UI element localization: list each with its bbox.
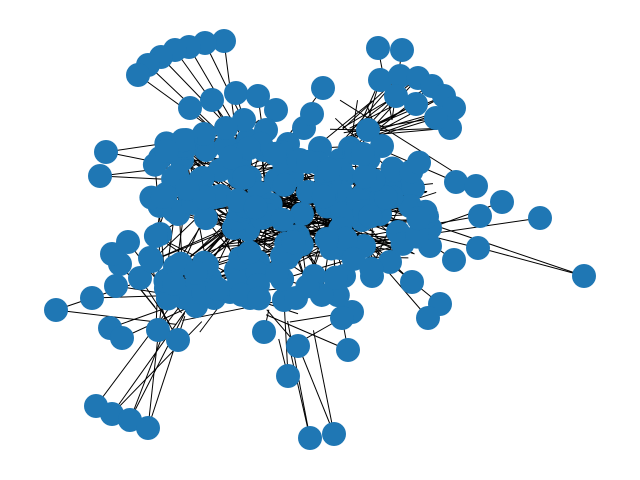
graph-node: [572, 264, 596, 288]
graph-node: [466, 236, 490, 260]
graph-node: [175, 176, 200, 201]
graph-node: [128, 266, 152, 290]
graph-edge: [354, 217, 541, 246]
graph-node: [232, 165, 257, 190]
graph-node: [341, 246, 366, 271]
graph-node: [212, 29, 236, 53]
graph-node: [314, 226, 339, 251]
graph-node: [378, 250, 402, 274]
graph-node: [352, 164, 377, 189]
graph-node: [44, 298, 68, 322]
graph-node: [150, 184, 175, 209]
graph-node: [265, 260, 290, 285]
graph-node: [295, 274, 320, 299]
graph-node: [178, 96, 202, 120]
graph-node: [359, 256, 384, 281]
graph-node: [214, 116, 238, 140]
graph-edge: [289, 349, 311, 439]
graph-node: [243, 195, 268, 220]
graph-node: [424, 106, 448, 130]
graph-node: [272, 172, 297, 197]
graph-node: [330, 306, 354, 330]
graph-node: [143, 224, 168, 249]
graph-node: [247, 286, 272, 311]
graph-node: [358, 204, 383, 229]
graph-node: [200, 88, 224, 112]
graph-edge: [265, 314, 349, 351]
graph-node: [224, 81, 248, 105]
graph-node: [290, 202, 314, 226]
graph-node: [286, 334, 310, 358]
graph-node: [252, 320, 276, 344]
graph-nodes: [44, 29, 596, 450]
graph-node: [298, 426, 322, 450]
graph-node: [388, 64, 412, 88]
graph-node: [317, 157, 342, 182]
graph-node: [104, 274, 128, 298]
graph-node: [154, 138, 179, 163]
graph-node: [528, 206, 552, 230]
graph-node: [323, 265, 348, 290]
graph-node: [405, 224, 430, 249]
graph-node: [80, 286, 104, 310]
graph-node: [246, 84, 270, 108]
graph-node: [416, 306, 440, 330]
graph-node: [232, 108, 256, 132]
graph-node: [270, 207, 295, 232]
graph-node: [146, 318, 170, 342]
graph-node: [366, 36, 390, 60]
graph-node: [205, 276, 230, 301]
graph-node: [281, 230, 306, 255]
graph-node: [166, 328, 190, 352]
graph-node: [237, 240, 262, 265]
graph-node: [336, 338, 360, 362]
graph-node: [311, 76, 335, 100]
graph-node: [400, 270, 424, 294]
graph-node: [94, 140, 118, 164]
graph-node: [464, 174, 488, 198]
graph-node: [262, 141, 287, 166]
graph-node: [356, 118, 380, 142]
graph-node: [136, 416, 160, 440]
graph-node: [442, 248, 466, 272]
graph-node: [162, 271, 187, 296]
graph-node: [373, 185, 398, 210]
graph-node: [139, 249, 164, 274]
graph-edge: [312, 330, 335, 435]
graph-node: [311, 184, 336, 209]
graph-node: [88, 164, 112, 188]
graph-node: [468, 204, 492, 228]
graph-edge: [111, 310, 186, 415]
graph-node: [116, 230, 140, 254]
graph-edge: [299, 349, 335, 435]
graph-node: [442, 96, 466, 120]
graph-node: [126, 63, 150, 87]
graph-node: [368, 68, 392, 92]
graph-node: [193, 206, 218, 231]
graph-node: [110, 326, 134, 350]
graph-node: [276, 364, 300, 388]
graph-edge: [95, 293, 181, 407]
graph-node: [296, 149, 321, 174]
graph-edge: [283, 299, 289, 377]
graph-node: [384, 84, 408, 108]
graph-node: [404, 92, 428, 116]
graph-node: [300, 102, 324, 126]
graph-node: [490, 190, 514, 214]
graph-node: [390, 38, 414, 62]
graph-node: [406, 206, 431, 231]
graph-node: [407, 150, 432, 175]
graph-edge: [479, 247, 585, 277]
graph-node: [333, 226, 358, 251]
graph-node: [118, 408, 142, 432]
graph-node: [264, 98, 288, 122]
graph-node: [236, 136, 261, 161]
graph-node: [183, 260, 208, 285]
graph-node: [444, 170, 468, 194]
graph-node: [350, 141, 375, 166]
graph-node: [322, 422, 346, 446]
graph-node: [218, 145, 243, 170]
